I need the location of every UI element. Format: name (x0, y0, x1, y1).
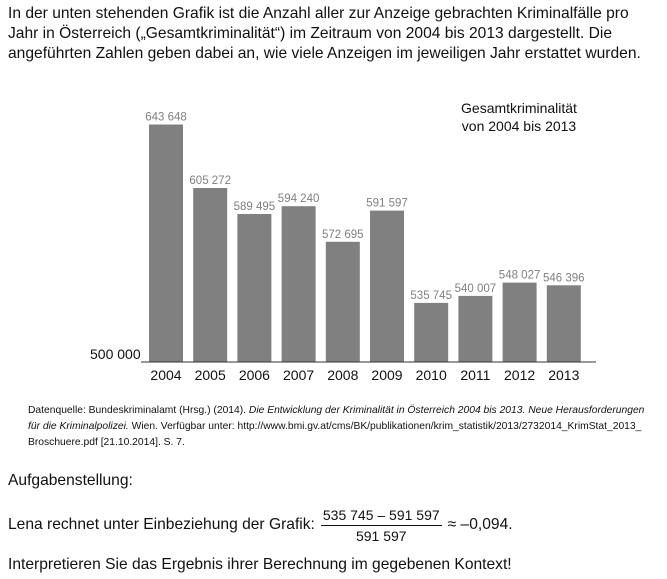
bar-2008 (325, 241, 360, 362)
value-label-2007: 594 240 (278, 193, 320, 205)
tick-label-2004: 2004 (150, 367, 181, 383)
value-label-2011: 540 007 (455, 283, 497, 295)
value-label-2004: 643 648 (145, 112, 187, 124)
source-citation: Datenquelle: Bundeskriminalamt (Hrsg.) (… (28, 403, 660, 451)
value-label-2013: 546 396 (543, 272, 585, 284)
crime-bar-chart: Gesamtkriminalität von 2004 bis 2013 643… (90, 100, 596, 383)
formula-result: ≈ –0,094. (447, 516, 513, 533)
intro-text: In der unten stehenden Grafik ist die An… (8, 5, 641, 62)
source-title-line2: für die Kriminalpolizei. (28, 421, 129, 432)
tick-label-2013: 2013 (548, 367, 579, 383)
source-title-line1: Die Entwicklung der Kriminalität in Öste… (248, 405, 645, 416)
value-label-2010: 535 745 (410, 290, 452, 302)
question-text: Interpretieren Sie das Ergebnis ihrer Be… (8, 556, 512, 573)
tick-label-2008: 2008 (327, 367, 358, 383)
value-label-2008: 572 695 (322, 229, 364, 241)
task-heading: Aufgabenstellung: (8, 472, 133, 489)
bar-2011 (458, 295, 493, 362)
value-label-2009: 591 597 (366, 198, 408, 210)
baseline-label: 500 000 (90, 346, 141, 362)
tick-label-2010: 2010 (416, 367, 447, 383)
formula-numerator: 535 745 – 591 597 (320, 507, 442, 526)
chart-title-line-1: Gesamtkriminalität (461, 100, 577, 116)
bar-2009 (370, 210, 404, 362)
bar-2013 (546, 285, 581, 362)
value-label-2005: 605 272 (189, 175, 231, 187)
bar-2010 (414, 302, 449, 362)
formula-prefix: Lena rechnet unter Einbeziehung der Graf… (8, 516, 315, 533)
formula-fraction: 535 745 – 591 597 591 597 (320, 507, 442, 544)
value-label-2006: 589 495 (234, 201, 276, 213)
source-prefix: Datenquelle: Bundeskriminalamt (Hrsg.) (… (28, 405, 249, 416)
tick-label-2006: 2006 (239, 367, 270, 383)
bar-2005 (193, 188, 228, 362)
source-line3: Broschuere.pdf [21.10.2014]. S. 7. (28, 437, 185, 448)
chart-title-line-2: von 2004 bis 2013 (462, 118, 577, 134)
formula-denominator: 591 597 (355, 527, 407, 544)
bar-2012 (502, 282, 537, 362)
tick-label-2007: 2007 (283, 367, 314, 383)
bar-2006 (237, 214, 272, 362)
tick-label-2009: 2009 (371, 367, 402, 383)
bar-2007 (281, 206, 316, 362)
formula-line: Lena rechnet unter Einbeziehung der Graf… (8, 504, 513, 546)
value-label-2012: 548 027 (499, 270, 541, 282)
tick-label-2012: 2012 (504, 367, 535, 383)
tick-label-2005: 2005 (195, 367, 226, 383)
tick-label-2011: 2011 (460, 367, 490, 383)
source-suffix-line2: Wien. Verfügbar unter: http://www.bmi.gv… (128, 421, 642, 432)
bar-2004 (149, 124, 183, 362)
